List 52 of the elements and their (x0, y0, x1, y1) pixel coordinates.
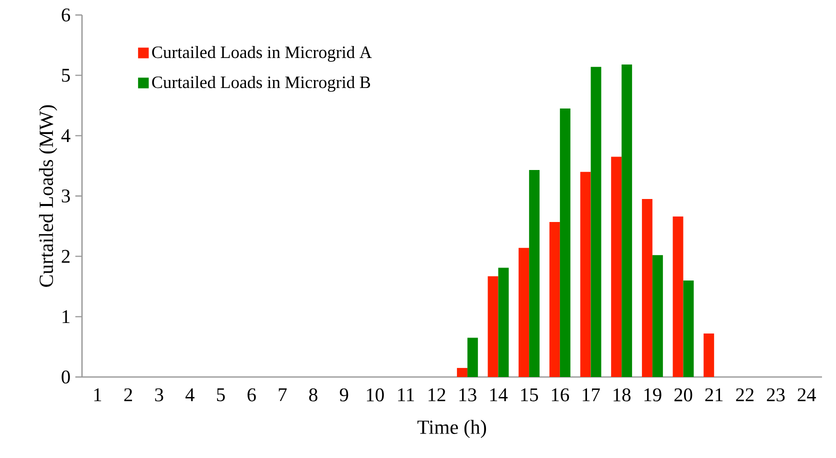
x-tick-label: 23 (766, 388, 785, 402)
x-tick-label: 3 (155, 388, 164, 402)
x-tick-label: 8 (309, 388, 318, 402)
x-tick-label: 2 (124, 388, 132, 402)
y-tick-label: 2 (62, 250, 70, 263)
bar (518, 248, 530, 377)
bar (590, 66, 602, 377)
bar (467, 338, 478, 377)
x-tick-label: 15 (521, 388, 538, 402)
bar (529, 170, 540, 377)
bar (611, 156, 622, 377)
x-tick-label: 7 (278, 388, 287, 402)
bar (672, 216, 684, 377)
legend-label: Curtailed Loads in Microgrid B (152, 76, 370, 92)
bar (683, 280, 694, 377)
y-tick-label: 5 (62, 68, 70, 82)
bar (560, 108, 570, 377)
x-tick-label: 17 (582, 388, 600, 402)
x-tick-label: 21 (705, 388, 723, 402)
y-tick-label: 0 (62, 370, 70, 384)
x-tick-label: 20 (674, 388, 692, 402)
y-tick-label: 6 (62, 8, 70, 22)
x-tick-label: 12 (428, 388, 446, 402)
bar (580, 172, 591, 377)
x-tick-label: 9 (340, 388, 348, 402)
x-tick-label: 16 (552, 388, 570, 402)
x-tick-label: 11 (398, 388, 414, 402)
bar (652, 255, 663, 377)
x-tick-label: 1 (94, 388, 102, 402)
y-tick-label: 1 (62, 310, 70, 324)
bar (642, 199, 652, 377)
x-tick-label: 10 (366, 388, 384, 402)
bar (704, 334, 714, 377)
y-tick-label: 3 (62, 190, 70, 202)
bar (549, 222, 560, 377)
bar (456, 368, 468, 377)
bar (488, 276, 498, 377)
bar (622, 64, 632, 377)
x-tick-label: 6 (248, 388, 256, 402)
legend-label: Curtailed Loads in Microgrid A (152, 46, 372, 62)
y-tick-label: 4 (61, 129, 70, 142)
x-tick-label: 14 (490, 388, 508, 402)
x-axis-title: Time (h) (417, 420, 486, 438)
y-axis-title: Curtailed Loads (MW) (39, 105, 58, 287)
x-tick-label: 13 (459, 388, 476, 402)
x-tick-label: 4 (185, 388, 194, 402)
x-tick-label: 24 (798, 388, 816, 402)
x-tick-label: 5 (217, 388, 225, 402)
x-tick-label: 22 (736, 388, 754, 402)
bar (498, 268, 509, 377)
x-tick-label: 19 (644, 388, 662, 402)
x-tick-label: 18 (614, 388, 631, 402)
